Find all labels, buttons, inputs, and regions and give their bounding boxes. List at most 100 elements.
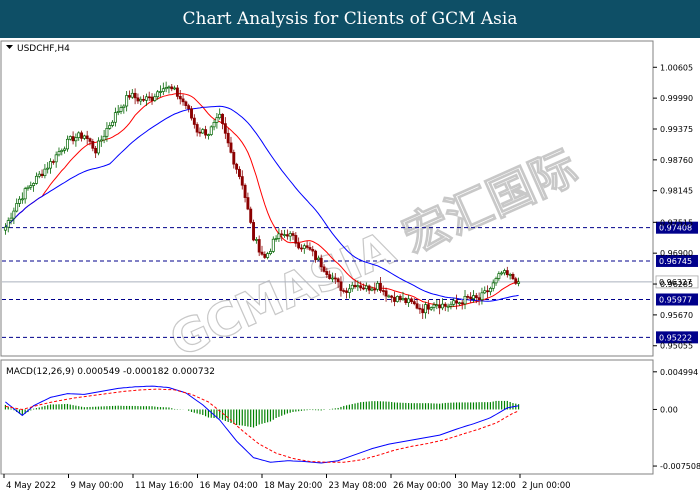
candle-body (108, 125, 112, 129)
candle-body (32, 183, 36, 186)
candle-body (322, 266, 326, 272)
candle-body (173, 87, 177, 90)
candle-body (347, 288, 351, 293)
candle-body (29, 185, 33, 188)
price-tick-label: 0.96285 (660, 280, 693, 289)
candle-body (85, 135, 89, 139)
price-tick-label: 0.95055 (660, 342, 693, 351)
time-tick-label: 26 May 00:00 (393, 481, 451, 491)
candle-body (161, 88, 165, 92)
candle-body (252, 222, 255, 241)
candle-body (46, 167, 50, 170)
macd-axis: 0.004994 0.00 -0.007508 (653, 368, 700, 471)
candle-body (215, 117, 219, 123)
macd-panel (0, 359, 654, 475)
candle-body (446, 305, 450, 308)
candle-body (449, 303, 453, 307)
time-tick-label: 23 May 08:00 (329, 481, 387, 491)
time-tick-label: 30 May 12:00 (458, 481, 516, 491)
candle-body (128, 95, 131, 98)
candle-body (325, 271, 329, 275)
level-label-box (656, 331, 698, 344)
candle-body (424, 304, 427, 314)
candle-body (57, 151, 61, 156)
candle-body (254, 239, 258, 241)
candle-body (190, 108, 193, 119)
candle-body (274, 238, 278, 240)
candle-body (226, 132, 230, 144)
candle-body (181, 98, 185, 103)
candle-body (373, 288, 377, 291)
moving-averages (5, 93, 519, 308)
macd-tick-label: 0.00 (660, 405, 678, 414)
candle-body (443, 303, 447, 307)
time-tick-label: 9 May 00:00 (71, 481, 124, 491)
candle-body (187, 105, 191, 110)
candle-body (421, 308, 425, 314)
candle-body (91, 141, 95, 149)
candle-body (432, 304, 436, 308)
candle-body (49, 161, 52, 169)
candle-body (412, 301, 416, 305)
candle-body (497, 273, 501, 279)
candle-body (60, 150, 64, 153)
candle-body (65, 138, 69, 150)
candle-body (356, 285, 360, 288)
candle-body (387, 295, 391, 298)
candle-body (237, 168, 241, 177)
candle-body (266, 253, 270, 258)
candle-body (472, 295, 475, 299)
candle-body (99, 139, 103, 142)
price-tick-label: 0.97515 (660, 218, 693, 227)
candle-body (477, 297, 481, 301)
candle-body (3, 226, 7, 231)
candle-body (285, 234, 289, 237)
candle-body (494, 278, 498, 284)
moving-average-line-1 (5, 93, 519, 308)
candle-body (305, 245, 309, 248)
candle-body (209, 126, 213, 135)
candle-body (51, 161, 55, 163)
candle-body (441, 303, 444, 309)
current-price-box (655, 275, 699, 289)
candle-body (339, 281, 343, 291)
candle-body (221, 113, 224, 124)
time-tick-label: 18 May 20:00 (264, 481, 322, 491)
candle-body (280, 233, 284, 236)
candle-body (198, 131, 202, 134)
candle-body (201, 129, 205, 134)
candle-body (113, 112, 117, 123)
candle-body (288, 233, 292, 237)
candle-body (257, 239, 261, 253)
candle-body (418, 307, 422, 310)
candle-body (235, 163, 239, 170)
candle-body (503, 270, 506, 274)
symbol-menu-arrow-icon[interactable] (6, 45, 13, 49)
candle-body (184, 101, 188, 106)
candle-body (102, 135, 106, 141)
candle-body (88, 138, 92, 142)
candle-body (263, 253, 267, 258)
candle-body (12, 210, 16, 219)
candle-body (142, 98, 146, 101)
candle-body (302, 245, 306, 249)
candle-body (463, 296, 467, 305)
price-tick-label: 0.98760 (660, 156, 693, 165)
candle-body (139, 98, 143, 102)
candle-body (336, 278, 340, 283)
time-tick-label: 2 Jun 00:00 (522, 481, 571, 491)
candle-body (122, 105, 126, 108)
macd-signal-line (5, 388, 519, 463)
candle-body (508, 274, 512, 276)
candle-body (364, 285, 368, 290)
candle-body (415, 303, 419, 309)
level-label-box (656, 293, 698, 306)
candle-body (125, 95, 129, 107)
candle-body (269, 251, 272, 254)
candle-body (308, 247, 312, 250)
candle-body (457, 302, 461, 305)
candle-body (277, 233, 281, 239)
candle-body (316, 257, 320, 260)
candle-body (159, 91, 162, 93)
macd-title: MACD(12,26,9) 0.000549 -0.000182 0.00073… (6, 367, 215, 377)
